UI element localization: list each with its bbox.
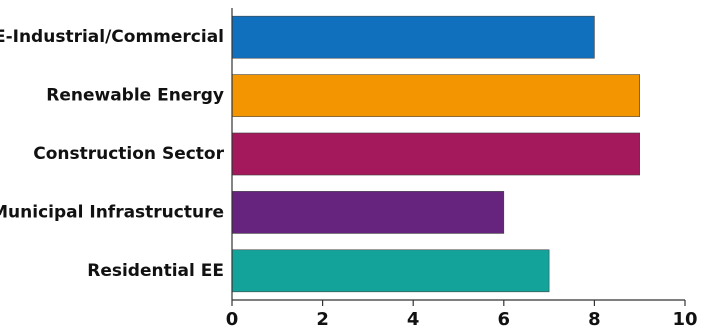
x-tick-label-4: 8 (588, 309, 601, 329)
x-tick-label-0: 0 (226, 309, 239, 329)
bar-0 (231, 15, 595, 59)
x-tick-label-1: 2 (316, 309, 329, 329)
category-labels: EE-Industrial/Commercial Renewable Energy… (0, 27, 225, 281)
category-label-4: Residential EE (87, 261, 224, 281)
x-tick-label-5: 10 (672, 309, 697, 329)
x-axis-ticks: 0 2 4 6 8 10 (226, 300, 698, 329)
category-label-0: EE-Industrial/Commercial (0, 27, 224, 47)
bars (231, 15, 641, 293)
bar-2 (231, 132, 641, 176)
category-label-3: Municipal Infrastructure (0, 202, 224, 222)
bar-4 (231, 249, 550, 293)
x-tick-label-3: 6 (498, 309, 511, 329)
x-tick-label-2: 4 (407, 309, 420, 329)
category-label-1: Renewable Energy (46, 86, 224, 106)
category-label-2: Construction Sector (33, 144, 224, 164)
bar-3 (231, 191, 505, 234)
bar-1 (231, 74, 641, 117)
